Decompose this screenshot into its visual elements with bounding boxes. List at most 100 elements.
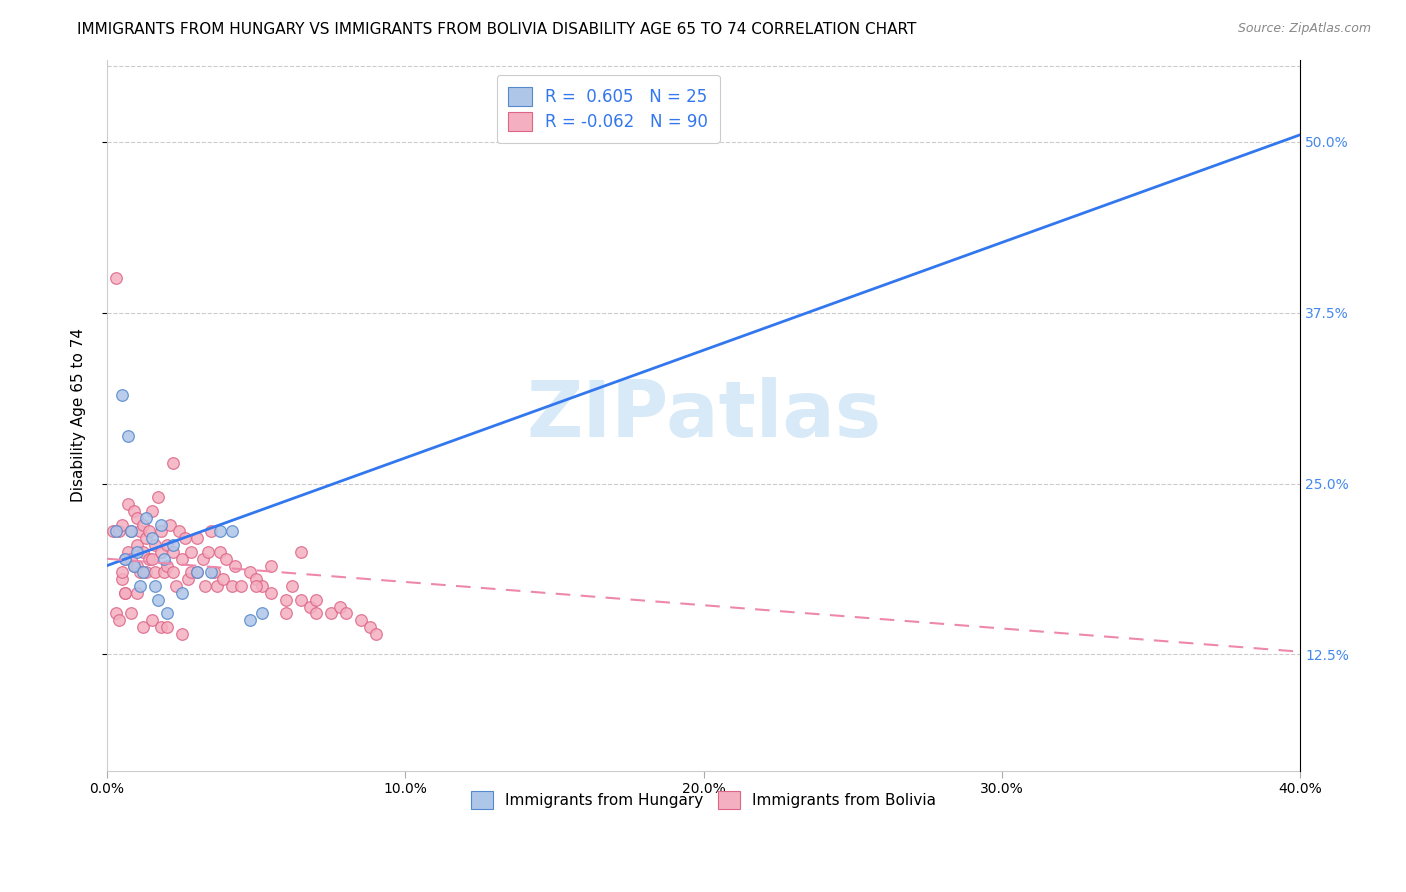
Point bbox=[200, 566, 222, 580]
Point bbox=[132, 566, 155, 580]
Point bbox=[239, 613, 262, 627]
Point bbox=[108, 524, 131, 539]
Point bbox=[180, 566, 202, 580]
Point bbox=[125, 510, 148, 524]
Point bbox=[274, 607, 297, 621]
Point bbox=[128, 566, 150, 580]
Point bbox=[120, 524, 142, 539]
Point bbox=[149, 620, 172, 634]
Point bbox=[194, 579, 217, 593]
Point bbox=[125, 545, 148, 559]
Point bbox=[135, 510, 157, 524]
Point bbox=[105, 524, 128, 539]
Point bbox=[245, 572, 267, 586]
Point bbox=[167, 524, 190, 539]
Point bbox=[156, 538, 179, 552]
Point bbox=[250, 607, 273, 621]
Point bbox=[349, 613, 371, 627]
Point bbox=[141, 551, 163, 566]
Point bbox=[162, 545, 184, 559]
Text: ZIPatlas: ZIPatlas bbox=[526, 377, 882, 453]
Point bbox=[135, 531, 157, 545]
Point bbox=[105, 607, 128, 621]
Point bbox=[132, 620, 155, 634]
Point bbox=[152, 566, 174, 580]
Point bbox=[186, 566, 208, 580]
Point bbox=[156, 607, 179, 621]
Point bbox=[176, 572, 198, 586]
Point bbox=[149, 545, 172, 559]
Point bbox=[105, 271, 128, 285]
Point bbox=[122, 558, 145, 573]
Point bbox=[138, 551, 160, 566]
Point bbox=[143, 538, 166, 552]
Point bbox=[143, 566, 166, 580]
Point bbox=[204, 566, 226, 580]
Point bbox=[319, 607, 342, 621]
Text: Source: ZipAtlas.com: Source: ZipAtlas.com bbox=[1237, 22, 1371, 36]
Point bbox=[122, 504, 145, 518]
Point bbox=[120, 524, 142, 539]
Point bbox=[149, 517, 172, 532]
Point bbox=[186, 566, 208, 580]
Point bbox=[290, 545, 312, 559]
Point bbox=[281, 579, 304, 593]
Point bbox=[191, 551, 214, 566]
Point bbox=[108, 613, 131, 627]
Point bbox=[125, 558, 148, 573]
Point bbox=[111, 517, 134, 532]
Point bbox=[114, 586, 136, 600]
Point bbox=[101, 524, 124, 539]
Point bbox=[141, 504, 163, 518]
Point bbox=[207, 579, 229, 593]
Point bbox=[122, 558, 145, 573]
Point bbox=[329, 599, 352, 614]
Point bbox=[146, 490, 169, 504]
Point bbox=[245, 579, 267, 593]
Point bbox=[170, 627, 193, 641]
Point bbox=[162, 456, 184, 470]
Point bbox=[364, 627, 387, 641]
Point bbox=[215, 551, 238, 566]
Point bbox=[120, 607, 142, 621]
Point bbox=[305, 607, 328, 621]
Point bbox=[305, 592, 328, 607]
Point bbox=[209, 524, 232, 539]
Point bbox=[117, 545, 139, 559]
Point bbox=[114, 551, 136, 566]
Point bbox=[135, 566, 157, 580]
Point bbox=[250, 579, 273, 593]
Point bbox=[173, 531, 195, 545]
Point bbox=[125, 538, 148, 552]
Point bbox=[111, 572, 134, 586]
Point bbox=[180, 545, 202, 559]
Point bbox=[159, 517, 181, 532]
Point bbox=[162, 566, 184, 580]
Point bbox=[274, 592, 297, 607]
Point bbox=[117, 497, 139, 511]
Point bbox=[170, 586, 193, 600]
Point bbox=[128, 579, 150, 593]
Point bbox=[209, 545, 232, 559]
Point bbox=[128, 524, 150, 539]
Point bbox=[231, 579, 253, 593]
Point bbox=[260, 558, 283, 573]
Point bbox=[212, 572, 235, 586]
Point bbox=[359, 620, 381, 634]
Point bbox=[132, 545, 155, 559]
Text: IMMIGRANTS FROM HUNGARY VS IMMIGRANTS FROM BOLIVIA DISABILITY AGE 65 TO 74 CORRE: IMMIGRANTS FROM HUNGARY VS IMMIGRANTS FR… bbox=[77, 22, 917, 37]
Point bbox=[117, 428, 139, 442]
Point bbox=[125, 586, 148, 600]
Point bbox=[141, 531, 163, 545]
Point bbox=[170, 551, 193, 566]
Point bbox=[221, 524, 243, 539]
Point bbox=[156, 558, 179, 573]
Point bbox=[239, 566, 262, 580]
Point bbox=[335, 607, 357, 621]
Point bbox=[149, 524, 172, 539]
Point bbox=[132, 517, 155, 532]
Point bbox=[152, 551, 174, 566]
Y-axis label: Disability Age 65 to 74: Disability Age 65 to 74 bbox=[72, 328, 86, 502]
Point bbox=[138, 524, 160, 539]
Point bbox=[197, 545, 219, 559]
